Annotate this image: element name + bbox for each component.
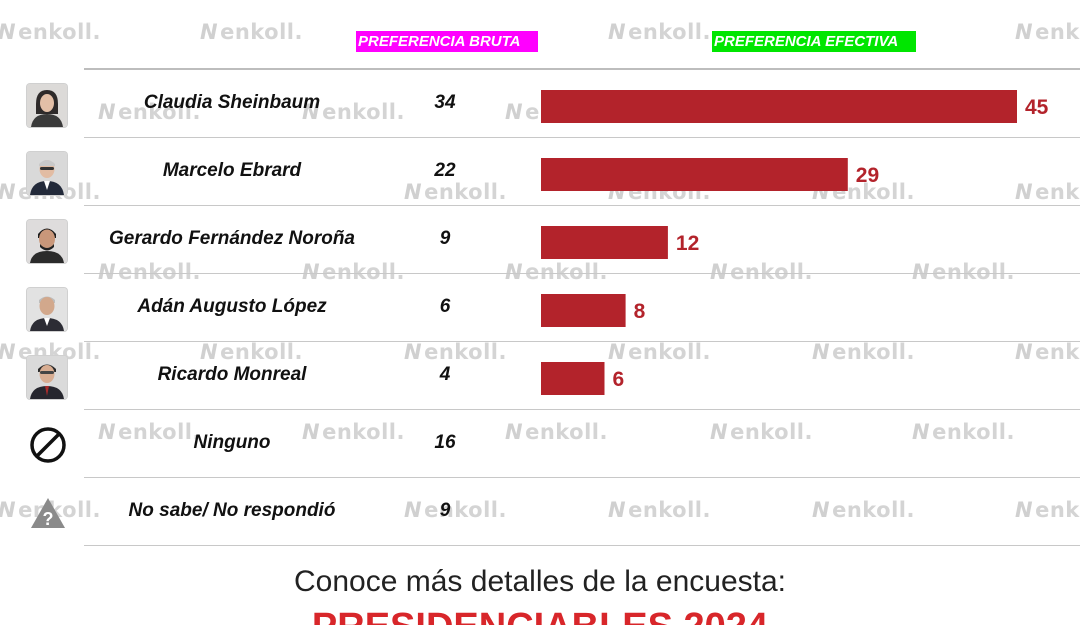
footer-cta-text: Conoce más detalles de la encuesta:: [294, 565, 786, 598]
effective-bar-chart-row: 6: [541, 362, 625, 395]
candidate-photo: [27, 288, 67, 331]
option-name: No sabe/ No respondió: [128, 500, 336, 521]
table-row: Gerardo Fernández Noroña 9 12: [0, 206, 1080, 274]
table-row: Ricardo Monreal 4 6: [0, 342, 1080, 410]
table-row: Marcelo Ebrard 22 29: [0, 138, 1080, 206]
raw-preference-value: 9: [439, 500, 451, 521]
effective-value-label: 45: [1025, 96, 1049, 119]
effective-bar-chart-row: 29: [541, 158, 879, 191]
candidate-name: Claudia Sheinbaum: [143, 92, 321, 113]
candidate-name: Gerardo Fernández Noroña: [109, 228, 355, 249]
table-row: Adán Augusto López 6 8: [0, 274, 1080, 342]
table-row: Claudia Sheinbaum 34 45: [0, 70, 1080, 138]
raw-preference-value: 4: [439, 364, 451, 385]
footer-band: [0, 553, 1080, 625]
effective-value-label: 6: [613, 368, 625, 391]
effective-value-label: 8: [634, 300, 646, 323]
candidate-photo: [27, 356, 67, 399]
effective-bar: [541, 294, 626, 327]
candidate-name: Marcelo Ebrard: [162, 160, 302, 181]
row-divider: [84, 477, 1080, 478]
svg-text:?: ?: [43, 509, 54, 529]
row-divider: [84, 409, 1080, 410]
row-divider: [84, 273, 1080, 274]
table-row: Ninguno 16: [0, 410, 1080, 478]
effective-bar-chart-row: 12: [541, 226, 699, 259]
effective-bar: [541, 226, 668, 259]
row-divider: [84, 137, 1080, 138]
effective-value-label: 12: [676, 232, 699, 255]
raw-preference-value: 16: [434, 432, 456, 453]
effective-bar: [541, 158, 848, 191]
option-name: Ninguno: [193, 432, 271, 453]
candidate-photo: [27, 84, 67, 127]
effective-bar-chart-row: 45: [541, 90, 1049, 123]
question-warning-icon: ?: [27, 492, 69, 534]
raw-preference-value: 22: [434, 160, 456, 181]
table-row: ? No sabe/ No respondió 9: [0, 478, 1080, 546]
candidate-name: Ricardo Monreal: [157, 364, 307, 385]
effective-bar-chart-row: 8: [541, 294, 646, 327]
effective-bar: [541, 362, 605, 395]
watermark: Nenkoll.: [608, 20, 711, 44]
watermark: Nenkoll.: [0, 20, 101, 44]
raw-preference-value: 6: [439, 296, 451, 317]
effective-bar: [541, 90, 1017, 123]
prohibited-icon: [27, 424, 69, 466]
row-divider: [84, 545, 1080, 546]
header-preferencia-efectiva: PREFERENCIA EFECTIVA: [712, 31, 916, 52]
table-top-rule: [84, 68, 1080, 70]
effective-value-label: 29: [856, 164, 879, 187]
footer-title: PRESIDENCIABLES 2024: [0, 606, 1080, 625]
watermark: Nenkoll.: [200, 20, 303, 44]
watermark: Nenkoll.: [1015, 20, 1080, 44]
results-table: Claudia Sheinbaum 34 45 Marcelo Ebrard 2…: [0, 70, 1080, 546]
row-divider: [84, 341, 1080, 342]
candidate-photo: [27, 220, 67, 263]
header-preferencia-bruta: PREFERENCIA BRUTA: [356, 31, 538, 52]
raw-preference-value: 9: [439, 228, 451, 249]
row-divider: [84, 205, 1080, 206]
candidate-photo: [27, 152, 67, 195]
raw-preference-value: 34: [434, 92, 456, 113]
footer-title-clip: PRESIDENCIABLES 2024: [0, 606, 1080, 625]
candidate-name: Adán Augusto López: [137, 296, 327, 317]
